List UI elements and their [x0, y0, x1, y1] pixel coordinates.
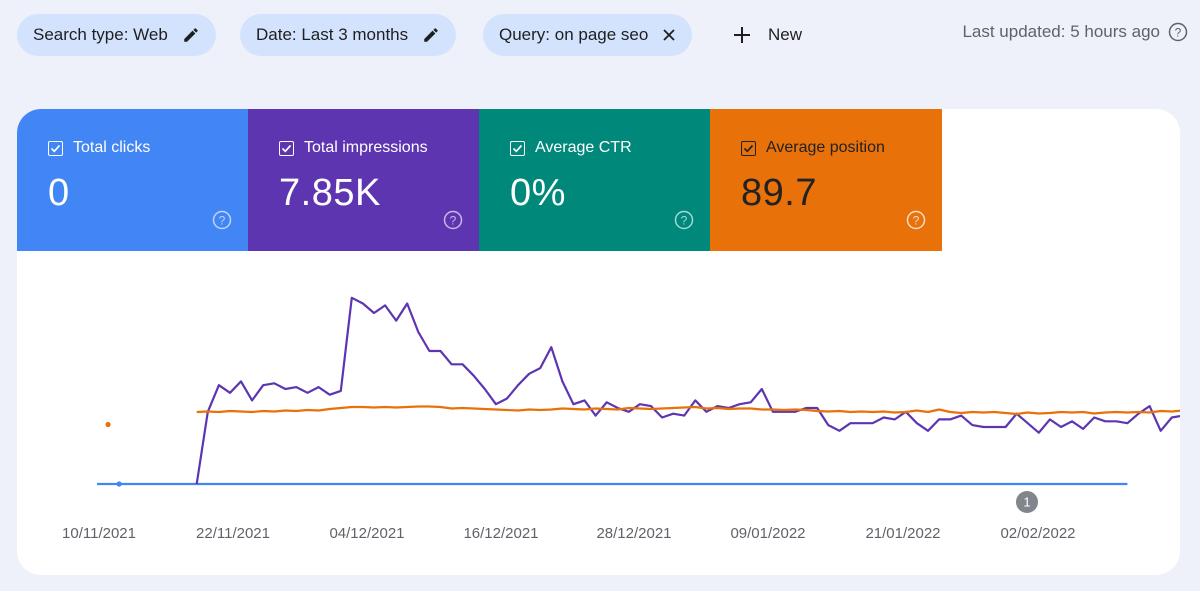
- annotation-marker-label: 1: [1023, 495, 1030, 510]
- x-tick-label: 21/01/2022: [865, 525, 940, 542]
- annotation-marker[interactable]: 1: [1016, 491, 1038, 513]
- help-icon[interactable]: ?: [674, 210, 694, 235]
- x-tick-label: 02/02/2022: [1000, 525, 1075, 542]
- total-clicks-label: Total clicks: [73, 139, 151, 156]
- query-filter-label: Query: on page seo: [499, 25, 649, 44]
- date-filter-label: Date: Last 3 months: [256, 25, 409, 44]
- total-clicks-value: 0: [48, 172, 70, 214]
- average-position-value: 89.7: [741, 172, 817, 214]
- svg-text:?: ?: [219, 214, 226, 228]
- x-tick-label: 28/12/2021: [596, 525, 671, 542]
- help-icon[interactable]: ?: [906, 210, 926, 235]
- isolated-point: [105, 421, 111, 428]
- pencil-icon[interactable]: [422, 26, 440, 44]
- series-line-total-impressions: [195, 296, 1180, 485]
- filter-bar: Search type: Web Date: Last 3 months Que…: [0, 0, 1200, 70]
- average-ctr-metric-card[interactable]: Average CTR 0% ?: [479, 109, 710, 251]
- performance-chart[interactable]: 1 10/11/2021 22/11/2021 04/12/2021 16/12/20…: [17, 251, 1180, 575]
- date-filter-chip[interactable]: Date: Last 3 months: [240, 14, 457, 56]
- total-impressions-label: Total impressions: [304, 139, 428, 156]
- help-icon[interactable]: ?: [212, 210, 232, 235]
- pencil-icon[interactable]: [182, 26, 200, 44]
- chart-series-layer: [97, 296, 1180, 487]
- search-type-filter-label: Search type: Web: [33, 25, 168, 44]
- close-icon[interactable]: [662, 28, 676, 42]
- x-tick-label: 22/11/2021: [196, 525, 270, 542]
- checkbox-checked-icon[interactable]: [279, 140, 294, 156]
- plus-icon: [732, 25, 752, 45]
- average-position-label: Average position: [766, 139, 885, 156]
- total-clicks-metric-card[interactable]: Total clicks 0 ?: [17, 109, 248, 251]
- x-tick-label: 10/11/2021: [62, 525, 136, 542]
- isolated-point: [116, 481, 122, 487]
- search-type-filter-chip[interactable]: Search type: Web: [17, 14, 216, 56]
- average-ctr-label: Average CTR: [535, 139, 632, 156]
- series-line-average-position: [196, 405, 1180, 416]
- last-updated-text: Last updated: 5 hours ago: [962, 22, 1160, 41]
- checkbox-checked-icon[interactable]: [510, 140, 525, 156]
- help-icon[interactable]: ?: [443, 210, 463, 235]
- svg-text:?: ?: [913, 214, 920, 228]
- total-impressions-metric-card[interactable]: Total impressions 7.85K ?: [248, 109, 479, 251]
- last-updated-status: Last updated: 5 hours ago ?: [962, 22, 1188, 42]
- performance-card: Total clicks 0 ? Total impressions 7.85K…: [17, 109, 1180, 575]
- x-axis-tick-labels: 10/11/2021 22/11/2021 04/12/2021 16/12/2021…: [62, 525, 1076, 542]
- new-filter-button[interactable]: New: [732, 14, 802, 56]
- average-ctr-value: 0%: [510, 172, 566, 214]
- query-filter-chip[interactable]: Query: on page seo: [483, 14, 693, 56]
- x-tick-label: 09/01/2022: [730, 525, 805, 542]
- x-tick-label: 04/12/2021: [329, 525, 404, 542]
- total-impressions-value: 7.85K: [279, 172, 381, 214]
- average-position-metric-card[interactable]: Average position 89.7 ?: [710, 109, 942, 251]
- svg-text:?: ?: [1175, 26, 1182, 40]
- svg-text:?: ?: [450, 214, 457, 228]
- help-icon[interactable]: ?: [1168, 22, 1188, 42]
- x-tick-label: 16/12/2021: [463, 525, 538, 542]
- chart-marker-layer: 1: [1016, 491, 1038, 513]
- checkbox-checked-icon[interactable]: [741, 140, 756, 156]
- svg-text:?: ?: [681, 214, 688, 228]
- checkbox-checked-icon[interactable]: [48, 140, 63, 156]
- new-filter-label: New: [768, 25, 803, 44]
